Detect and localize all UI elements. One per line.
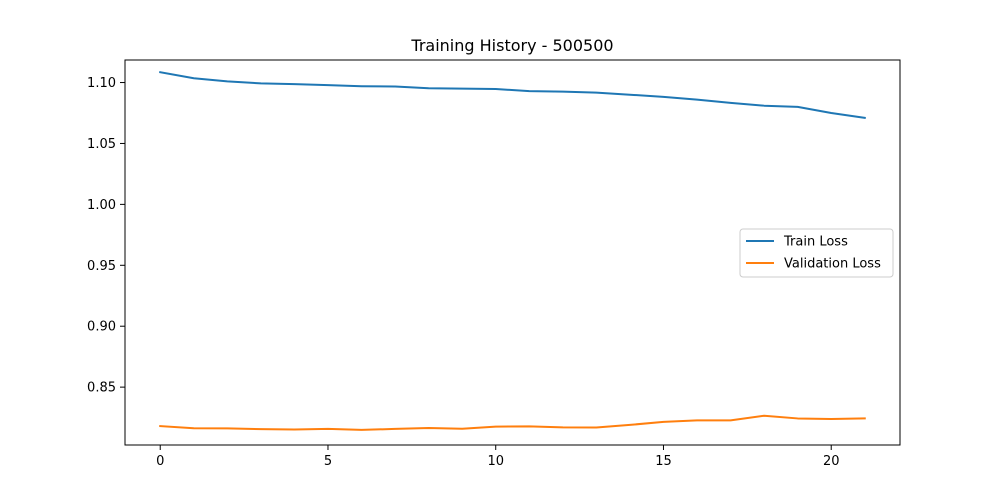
series-layer (159, 71, 866, 431)
x-tick-label: 10 (487, 454, 504, 469)
legend-label-train-loss: Train Loss (783, 235, 848, 250)
y-tick-label: 1.10 (87, 76, 116, 91)
y-tick-label: 1.05 (87, 137, 116, 152)
y-tick-label: 0.85 (87, 381, 116, 396)
x-tick-label: 0 (156, 454, 164, 469)
chart-title: Training History - 500500 (410, 36, 613, 55)
y-tick-label: 1.00 (87, 198, 116, 213)
y-tick-label: 0.90 (87, 320, 116, 335)
y-tick-label: 0.95 (87, 259, 116, 274)
axes-layer: 0 5 10 15 20 0.85 0.90 0.95 1.00 1.05 1.10 (87, 59, 901, 469)
legend-box (739, 228, 894, 278)
legend-label-validation-loss: Validation Loss (784, 257, 881, 272)
x-tick-label: 15 (655, 454, 672, 469)
x-tick-label: 5 (324, 454, 332, 469)
x-tick-label: 20 (823, 454, 840, 469)
axes-frame (124, 59, 901, 446)
series-line-validation-loss (159, 414, 866, 431)
series-line-train-loss (159, 71, 866, 120)
legend: Train Loss Validation Loss (739, 228, 894, 278)
